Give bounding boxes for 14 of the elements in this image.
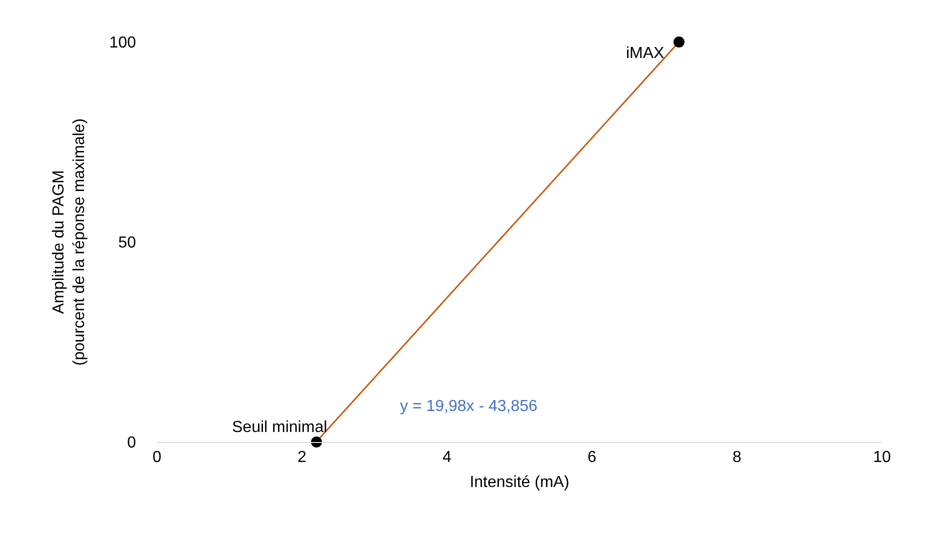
x-axis-title: Intensité (mA) <box>470 474 570 491</box>
annotation: Seuil minimal <box>232 419 328 436</box>
y-axis-title: Amplitude du PAGM (pourcent de la réponse maximale) <box>50 118 88 366</box>
x-tick-label: 2 <box>298 449 307 466</box>
x-tick-label: 0 <box>152 449 162 466</box>
y-tick-label: 50 <box>118 234 136 252</box>
y-tick-label: 0 <box>127 434 136 452</box>
y-tick-label: 100 <box>109 34 136 52</box>
x-tick-label: 6 <box>588 449 597 466</box>
annotation: y = 19,98x - 43,856 <box>400 398 538 415</box>
annotation: iMAX <box>626 45 665 62</box>
x-tick-label: 10 <box>873 449 891 466</box>
x-tick-label: 8 <box>732 449 742 466</box>
x-tick-label: 4 <box>442 449 452 466</box>
